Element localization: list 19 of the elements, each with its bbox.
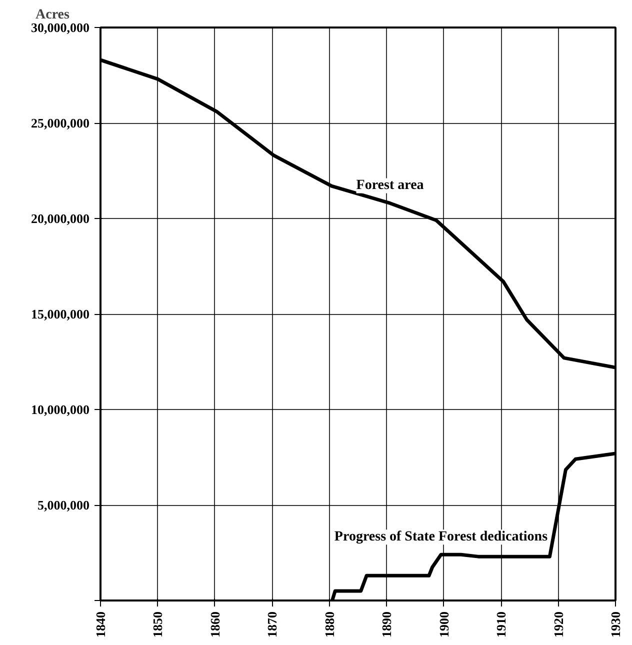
series-label: Forest area <box>356 178 424 194</box>
x-tick-label: 1840 <box>93 612 108 638</box>
x-tick-label: 1880 <box>322 612 337 638</box>
y-tick-label: 5,000,000 <box>38 498 90 512</box>
x-tick-label: 1910 <box>494 612 509 638</box>
x-tick-label: 1850 <box>150 612 166 638</box>
x-tick-label: 1900 <box>436 612 452 638</box>
y-tick-label: 20,000,000 <box>31 211 90 226</box>
y-tick-label: 10,000,000 <box>31 402 90 417</box>
y-axis-title: Acres <box>36 8 70 22</box>
series-label: Progress of State Forest dedications <box>334 530 548 545</box>
y-tick-label: 15,000,000 <box>31 306 90 322</box>
x-tick-label: 1860 <box>207 612 222 638</box>
x-tick-label: 1930 <box>608 612 623 638</box>
x-tick-label: 1890 <box>379 612 394 638</box>
x-tick-label: 1870 <box>264 612 280 638</box>
y-tick-label: 25,000,000 <box>31 116 90 130</box>
y-tick-label: 30,000,000 <box>31 20 90 35</box>
x-tick-label: 1920 <box>550 612 566 638</box>
